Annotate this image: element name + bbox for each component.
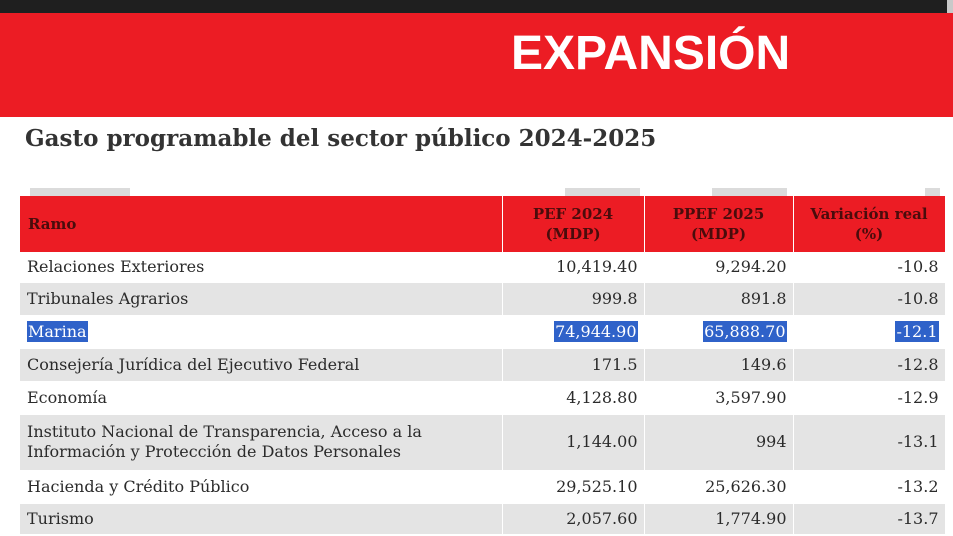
scrolled-row-remnant — [925, 188, 940, 196]
cell-ramo: Marina — [20, 315, 503, 349]
cell-variacion: -10.8 — [793, 252, 946, 283]
table-row: Turismo 2,057.60 1,774.90 -13.7 — [20, 503, 946, 535]
table-row-selected: Marina 74,944.90 65,888.70 -12.1 — [20, 315, 946, 349]
scrolled-row-remnant — [30, 188, 130, 196]
table-row: Hacienda y Crédito Público 29,525.10 25,… — [20, 470, 946, 504]
selected-text[interactable]: 74,944.90 — [554, 320, 638, 342]
cell-pef-2024: 74,944.90 — [502, 315, 645, 349]
cell-ppef-2025: 891.8 — [644, 282, 794, 316]
table-row: Economía 4,128.80 3,597.90 -12.9 — [20, 381, 946, 415]
cell-ramo: Instituto Nacional de Transparencia, Acc… — [20, 414, 503, 471]
cell-ppef-2025: 994 — [644, 414, 794, 471]
cell-ppef-2025: 9,294.20 — [644, 252, 794, 283]
spending-table: Ramo PEF 2024 (MDP) PPEF 2025 (MDP) Vari… — [20, 196, 946, 535]
header-pef-2024: PEF 2024 (MDP) — [502, 196, 645, 252]
cell-pef-2024: 999.8 — [502, 282, 645, 316]
table-header-row: Ramo PEF 2024 (MDP) PPEF 2025 (MDP) Vari… — [20, 196, 946, 252]
cell-variacion: -13.1 — [793, 414, 946, 471]
cell-ppef-2025: 65,888.70 — [644, 315, 794, 349]
cell-ppef-2025: 1,774.90 — [644, 503, 794, 535]
cell-ramo: Economía — [20, 381, 503, 415]
page-title: Gasto programable del sector público 202… — [25, 125, 657, 152]
cell-variacion: -12.9 — [793, 381, 946, 415]
table-row: Consejería Jurídica del Ejecutivo Federa… — [20, 348, 946, 382]
cell-ramo: Consejería Jurídica del Ejecutivo Federa… — [20, 348, 503, 382]
cell-ramo: Tribunales Agrarios — [20, 282, 503, 316]
budget-table: Ramo PEF 2024 (MDP) PPEF 2025 (MDP) Vari… — [20, 196, 946, 535]
cell-variacion: -12.1 — [793, 315, 946, 349]
cell-pef-2024: 10,419.40 — [502, 252, 645, 283]
header-ppef-2025: PPEF 2025 (MDP) — [644, 196, 794, 252]
cell-variacion: -13.7 — [793, 503, 946, 535]
cell-ramo: Relaciones Exteriores — [20, 252, 503, 283]
cell-ramo: Turismo — [20, 503, 503, 535]
browser-top-bar — [0, 0, 953, 13]
cell-pef-2024: 4,128.80 — [502, 381, 645, 415]
expansion-logo[interactable]: EXPANSIÓN — [511, 27, 791, 80]
selected-text[interactable]: -12.1 — [895, 320, 939, 342]
cell-ppef-2025: 25,626.30 — [644, 470, 794, 504]
header-ramo: Ramo — [20, 196, 503, 252]
table-row: Tribunales Agrarios 999.8 891.8 -10.8 — [20, 282, 946, 316]
cell-pef-2024: 171.5 — [502, 348, 645, 382]
table-row: Relaciones Exteriores 10,419.40 9,294.20… — [20, 252, 946, 283]
selected-text[interactable]: Marina — [27, 320, 88, 342]
selected-text[interactable]: 65,888.70 — [703, 320, 787, 342]
cell-variacion: -12.8 — [793, 348, 946, 382]
header-variacion: Variación real (%) — [793, 196, 946, 252]
cell-pef-2024: 1,144.00 — [502, 414, 645, 471]
scrolled-row-remnant — [565, 188, 640, 196]
cell-ppef-2025: 149.6 — [644, 348, 794, 382]
cell-ppef-2025: 3,597.90 — [644, 381, 794, 415]
scrollbar-corner — [947, 0, 953, 13]
cell-pef-2024: 2,057.60 — [502, 503, 645, 535]
cell-variacion: -13.2 — [793, 470, 946, 504]
cell-variacion: -10.8 — [793, 282, 946, 316]
cell-ramo: Hacienda y Crédito Público — [20, 470, 503, 504]
scrolled-row-remnant — [712, 188, 787, 196]
brand-banner — [0, 13, 953, 117]
cell-pef-2024: 29,525.10 — [502, 470, 645, 504]
table-row: Instituto Nacional de Transparencia, Acc… — [20, 414, 946, 471]
